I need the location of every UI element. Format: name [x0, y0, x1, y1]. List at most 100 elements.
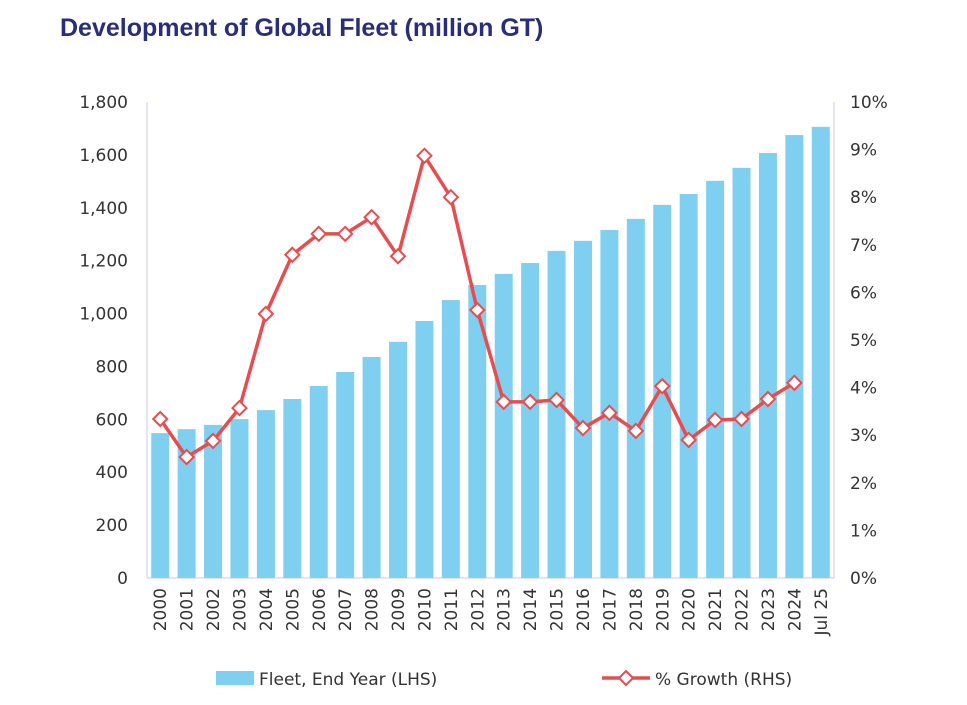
x-tick-label: 2016: [574, 588, 594, 631]
right-tick-label: 1%: [850, 521, 877, 541]
fleet-bar: [415, 320, 434, 578]
fleet-bar: [177, 429, 196, 578]
x-tick-label: 2019: [653, 588, 673, 631]
left-tick-label: 800: [96, 357, 128, 377]
right-tick-label: 9%: [850, 141, 877, 161]
growth-marker: [389, 247, 407, 265]
fleet-bar: [785, 135, 804, 579]
chart-title: Development of Global Fleet (million GT): [60, 14, 544, 42]
x-tick-label: 2001: [178, 588, 198, 631]
right-tick-label: 5%: [850, 331, 877, 351]
right-tick-label: 8%: [850, 188, 877, 208]
fleet-bar: [362, 356, 381, 578]
fleet-bar: [389, 341, 408, 578]
left-tick-label: 1,000: [79, 305, 128, 325]
x-tick-label: 2020: [680, 588, 700, 631]
growth-marker: [548, 391, 565, 409]
fleet-bar: [679, 194, 698, 578]
x-tick-label: 2008: [363, 588, 383, 631]
legend-diamond-icon: [617, 669, 635, 687]
x-tick-label: 2004: [257, 588, 277, 631]
x-tick-label: 2018: [627, 588, 647, 631]
fleet-bar: [706, 180, 725, 578]
x-tick-label: 2013: [495, 588, 515, 631]
growth-marker: [231, 399, 248, 417]
fleet-bar: [811, 126, 830, 578]
x-tick-label: 2021: [706, 588, 726, 631]
fleet-bar: [283, 398, 302, 578]
fleet-bar: [256, 410, 275, 578]
x-tick-label: 2024: [785, 588, 805, 631]
fleet-bar: [547, 250, 566, 579]
growth-marker: [178, 448, 196, 466]
growth-marker: [283, 246, 301, 264]
right-tick-label: 7%: [850, 236, 877, 256]
growth-marker: [785, 374, 803, 392]
fleet-bar: [151, 433, 170, 578]
fleet-bar: [732, 167, 751, 578]
fleet-bar: [468, 284, 487, 578]
growth-marker: [442, 188, 460, 206]
x-tick-label: 2009: [389, 588, 409, 631]
growth-marker: [627, 422, 645, 440]
right-tick-label: 2%: [850, 474, 877, 494]
right-tick-label: 0%: [850, 569, 877, 589]
fleet-bar: [309, 386, 328, 578]
left-tick-label: 1,200: [79, 252, 128, 272]
x-tick-label: 2000: [151, 588, 171, 631]
growth-marker: [495, 393, 513, 411]
x-tick-label: 2023: [759, 588, 779, 631]
x-tick-label: 2015: [548, 588, 568, 631]
growth-marker: [151, 410, 169, 428]
growth-marker: [310, 225, 328, 243]
left-tick-label: 1,800: [79, 93, 128, 113]
fleet-bar: [626, 218, 645, 578]
growth-marker: [336, 225, 354, 243]
right-tick-label: 10%: [850, 93, 888, 113]
left-tick-label: 0: [117, 569, 128, 589]
growth-marker: [733, 410, 750, 428]
left-tick-label: 400: [96, 463, 128, 483]
right-tick-label: 3%: [850, 426, 877, 446]
legend-bar-swatch: [216, 671, 254, 685]
fleet-bar: [758, 153, 777, 578]
left-tick-label: 1,400: [79, 199, 128, 219]
growth-marker: [521, 393, 539, 411]
x-tick-label: 2006: [310, 588, 330, 631]
x-tick-label: 2003: [230, 588, 250, 631]
growth-marker: [468, 301, 486, 319]
growth-marker: [680, 431, 698, 449]
left-tick-label: 1,600: [79, 146, 128, 166]
fleet-bar: [230, 419, 249, 578]
x-tick-label: 2002: [204, 588, 224, 631]
growth-marker: [706, 411, 724, 429]
fleet-bar: [336, 371, 355, 578]
right-tick-label: 4%: [850, 379, 877, 399]
x-tick-label: 2017: [600, 588, 620, 631]
growth-marker: [574, 419, 592, 437]
left-tick-label: 200: [96, 516, 128, 536]
x-tick-label: 2014: [521, 588, 541, 631]
x-tick-label: 2011: [442, 588, 462, 631]
legend-fleet-label: Fleet, End Year (LHS): [259, 670, 437, 690]
growth-marker: [600, 404, 618, 422]
growth-marker: [363, 208, 381, 226]
growth-marker: [653, 377, 671, 395]
x-tick-label: 2010: [415, 588, 435, 631]
fleet-bar: [573, 240, 592, 579]
legend-growth-label: % Growth (RHS): [655, 670, 792, 690]
fleet-bar: [494, 273, 513, 578]
fleet-bar: [521, 263, 540, 578]
fleet-bar: [600, 229, 619, 579]
right-tick-label: 6%: [850, 283, 877, 303]
fleet-bar: [441, 300, 460, 578]
x-tick-label: 2022: [733, 588, 753, 631]
x-tick-label: Jul 25: [812, 588, 832, 637]
growth-marker: [759, 390, 777, 408]
fleet-bar: [204, 424, 223, 578]
x-tick-label: 2007: [336, 588, 356, 631]
x-tick-label: 2005: [283, 588, 303, 631]
growth-marker: [416, 147, 433, 165]
left-tick-label: 600: [96, 410, 128, 430]
